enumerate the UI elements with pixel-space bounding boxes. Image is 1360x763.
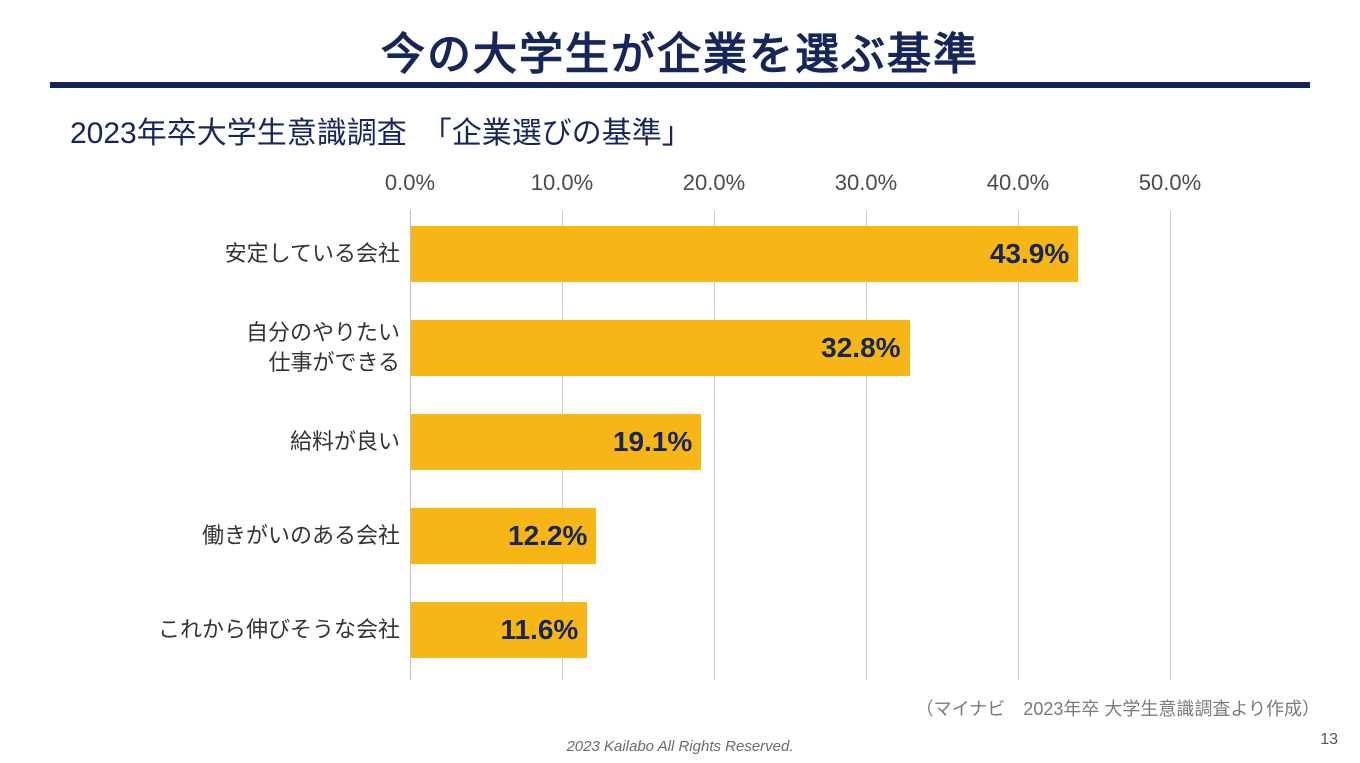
bar-chart: 0.0% 10.0% 20.0% 30.0% 40.0% 50.0% 安定している会社 43.… (70, 160, 1290, 700)
y-category-label: 安定している会社 (70, 222, 400, 286)
y-category-label: 自分のやりたい 仕事ができる (70, 316, 400, 380)
y-category-label: これから伸びそうな会社 (70, 598, 400, 662)
bar-value-label: 43.9% (990, 226, 1069, 282)
source-note: （マイナビ 2023年卒 大学生意識調査より作成） (916, 695, 1320, 721)
x-tick-label: 10.0% (531, 170, 593, 196)
bar-value-label: 11.6% (500, 602, 578, 658)
footer-copyright: 2023 Kailabo All Rights Reserved. (0, 738, 1360, 755)
x-tick-label: 40.0% (987, 170, 1049, 196)
y-category-label: 働きがいのある会社 (70, 504, 400, 568)
title-underline (50, 82, 1310, 88)
bar-value-label: 32.8% (821, 320, 900, 376)
x-tick-label: 20.0% (683, 170, 745, 196)
x-tick-label: 30.0% (835, 170, 897, 196)
x-tick-label: 0.0% (385, 170, 435, 196)
x-tick-label: 50.0% (1139, 170, 1201, 196)
bar-value-label: 19.1% (613, 414, 692, 470)
bar-value-label: 12.2% (508, 508, 587, 564)
gridline (1170, 210, 1171, 680)
y-category-label: 給料が良い (70, 410, 400, 474)
slide-subtitle: 2023年卒大学生意識調査 「企業選びの基準」 (70, 108, 692, 152)
bar (411, 226, 1078, 282)
slide-title: 今の大学生が企業を選ぶ基準 (0, 18, 1360, 82)
page-number: 13 (1320, 731, 1338, 749)
